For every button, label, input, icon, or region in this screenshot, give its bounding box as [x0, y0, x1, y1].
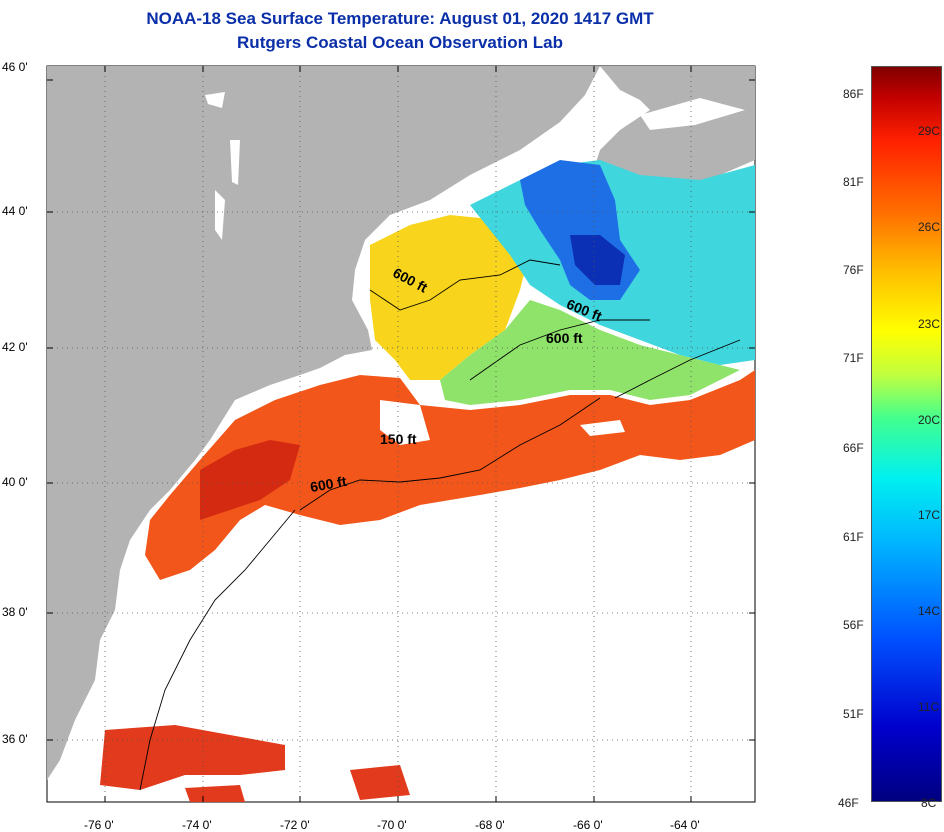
color-scale-bar	[871, 66, 942, 802]
lake	[215, 190, 225, 240]
cloud-gap	[580, 420, 625, 436]
scale-c-label: 29C	[918, 124, 941, 138]
scale-f-label: 56F	[843, 618, 864, 632]
sst-south-patch	[350, 765, 410, 800]
scale-f-label: 61F	[843, 530, 864, 544]
sst-green	[440, 300, 740, 405]
contour-line	[299, 339, 741, 511]
scale-c-label: 26C	[918, 220, 941, 234]
lat-label: 36 0'	[2, 732, 28, 746]
lon-label: -70 0'	[377, 818, 407, 832]
scale-c-label: 14C	[918, 604, 941, 618]
sst-yellow	[370, 215, 530, 380]
depth-label: 150 ft	[380, 431, 417, 447]
scale-c-label: 23C	[918, 317, 941, 331]
scale-f-label: 81F	[843, 175, 864, 189]
lake	[230, 140, 240, 185]
lat-label: 46 0'	[2, 60, 28, 74]
scale-c-label: 11C	[918, 700, 940, 714]
lon-label: -74 0'	[182, 818, 212, 832]
scale-f-label: 66F	[843, 441, 864, 455]
sst-south-patch	[185, 785, 245, 802]
bay-of-fundy-nodata	[640, 98, 745, 130]
sst-red-core	[200, 440, 300, 520]
scale-f-label: 46F	[838, 796, 859, 810]
axis-ticks	[47, 66, 755, 802]
scale-f-label: 86F	[843, 87, 864, 101]
grid	[47, 66, 755, 802]
land-mainland	[47, 66, 600, 780]
scale-f-label: 71F	[843, 351, 864, 365]
sst-coldest	[570, 235, 625, 285]
scale-f-label: 51F	[843, 707, 864, 721]
contour-line	[469, 319, 650, 381]
lon-label: -76 0'	[84, 818, 114, 832]
scale-c-label: 17C	[918, 508, 941, 522]
cloud-gap	[380, 400, 430, 445]
scale-c-label: 8C	[921, 796, 937, 810]
depth-label: 600 ft	[546, 330, 583, 346]
map-title: NOAA-18 Sea Surface Temperature: August …	[146, 9, 654, 28]
lat-label: 38 0'	[2, 605, 28, 619]
lat-label: 42 0'	[2, 340, 28, 354]
contour-line	[369, 259, 561, 311]
lake	[205, 92, 225, 108]
sst-south-patch	[100, 725, 285, 790]
scale-c-label: 20C	[918, 413, 941, 427]
lon-label: -66 0'	[573, 818, 603, 832]
map-subtitle: Rutgers Coastal Ocean Observation Lab	[237, 33, 563, 52]
lon-label: -72 0'	[280, 818, 310, 832]
lat-label: 40 0'	[2, 475, 28, 489]
scale-f-label: 76F	[843, 263, 864, 277]
contour-line	[139, 509, 296, 791]
lon-label: -68 0'	[475, 818, 505, 832]
lat-label: 44 0'	[2, 204, 28, 218]
map-content	[47, 66, 755, 802]
lon-label: -64 0'	[670, 818, 700, 832]
